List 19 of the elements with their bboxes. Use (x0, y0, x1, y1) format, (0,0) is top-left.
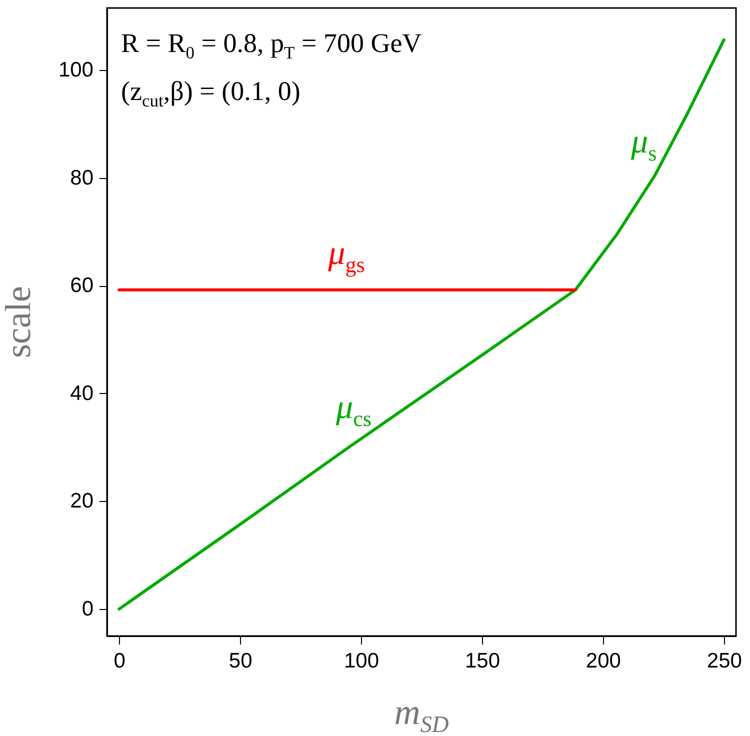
y-tick-label: 100 (58, 58, 94, 82)
x-axis-title: m$_{SD}$ (394, 692, 449, 736)
x-tick-label: 150 (464, 650, 500, 672)
y-tick-label: 80 (70, 166, 94, 190)
annotation: (z$_{cut}$,β) = (0.1, 0) (121, 76, 300, 110)
annotation: μ$_{gs}$ (328, 235, 365, 277)
y-axis-title: scale (0, 286, 38, 358)
y-tick-label: 0 (82, 598, 94, 621)
x-tick-label: 100 (344, 650, 380, 672)
y-tick-label: 20 (70, 490, 94, 513)
annotation: μ$_{s}$ (630, 124, 657, 166)
annotation: R = R$_{0}$ = 0.8, p$_{T}$ = 700 GeV (121, 28, 422, 62)
x-tick-label: 250 (706, 650, 742, 672)
x-tick-label: 50 (228, 650, 252, 672)
y-tick-label: 40 (70, 382, 94, 405)
x-tick-label: 200 (586, 650, 621, 672)
annotation: μ$_{cs}$ (336, 389, 372, 431)
y-tick-label: 60 (70, 274, 94, 298)
x-tick-label: 0 (114, 650, 126, 672)
